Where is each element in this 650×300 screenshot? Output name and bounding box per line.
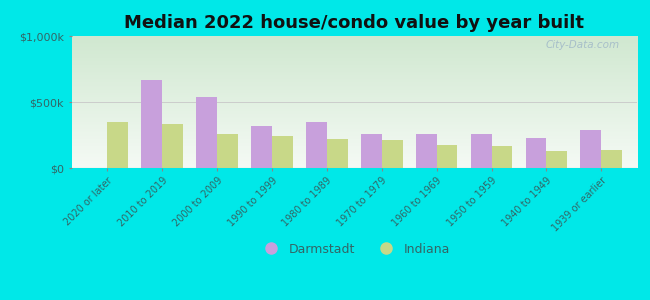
Bar <box>107 122 128 168</box>
Title: Median 2022 house/condo value by year built: Median 2022 house/condo value by year bu… <box>124 14 584 32</box>
Bar <box>491 146 512 168</box>
Bar <box>327 139 348 168</box>
Bar <box>471 134 491 168</box>
Bar <box>251 126 272 168</box>
Bar <box>526 138 547 168</box>
Bar <box>437 145 458 168</box>
Bar <box>141 80 162 168</box>
Bar <box>601 149 622 168</box>
Bar <box>272 136 292 168</box>
Bar <box>547 151 567 168</box>
Bar <box>162 124 183 168</box>
Bar <box>382 140 402 168</box>
Text: City-Data.com: City-Data.com <box>546 40 620 50</box>
Bar <box>217 134 238 168</box>
Bar <box>361 134 382 168</box>
Legend: Darmstadt, Indiana: Darmstadt, Indiana <box>254 238 455 261</box>
Bar <box>306 122 327 168</box>
Bar <box>416 134 437 168</box>
Bar <box>196 97 217 168</box>
Bar <box>580 130 601 168</box>
